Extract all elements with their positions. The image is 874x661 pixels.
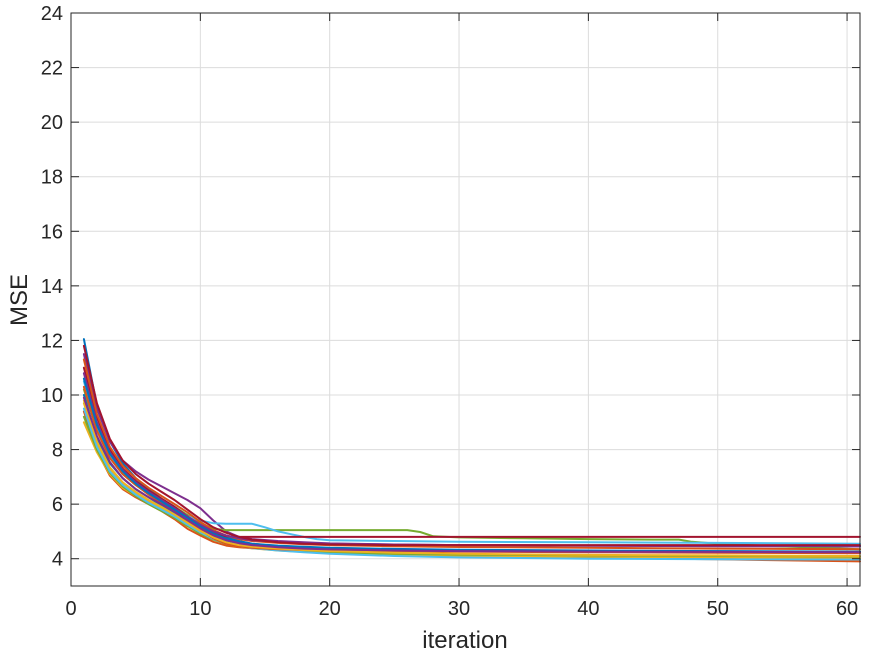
series-group (82, 338, 861, 563)
plot-frame (70, 12, 861, 587)
y-tick-label: 20 (41, 112, 63, 134)
series-line-18 (82, 396, 861, 554)
y-tick-label: 22 (41, 58, 63, 80)
grid (71, 13, 860, 586)
series-line-16 (82, 377, 861, 553)
y-tick-label: 6 (52, 494, 63, 516)
y-tick-label: 4 (52, 549, 63, 571)
series-line-17 (82, 399, 861, 557)
series-line-14 (82, 344, 861, 547)
x-tick-label: 0 (65, 598, 76, 620)
x-tick-label: 30 (448, 598, 470, 620)
y-tick-label: 12 (41, 330, 63, 352)
x-tick-label: 10 (189, 598, 211, 620)
y-axis-label: MSE (6, 274, 33, 326)
x-axis-label: iteration (422, 627, 507, 654)
x-tick-label: 40 (577, 598, 599, 620)
y-tick-label: 24 (41, 3, 63, 25)
ticks: 0 10 20 30 40 50 60 4 6 8 10 12 14 16 18 20 22 24 (41, 3, 860, 620)
y-tick-label: 14 (41, 276, 63, 298)
y-tick-label: 18 (41, 167, 63, 189)
x-tick-label: 60 (836, 598, 858, 620)
plot-background (71, 13, 860, 586)
x-tick-label: 50 (707, 598, 729, 620)
x-tick-label: 20 (319, 598, 341, 620)
y-tick-label: 10 (41, 385, 63, 407)
y-tick-label: 16 (41, 221, 63, 243)
y-tick-label: 8 (52, 440, 63, 462)
